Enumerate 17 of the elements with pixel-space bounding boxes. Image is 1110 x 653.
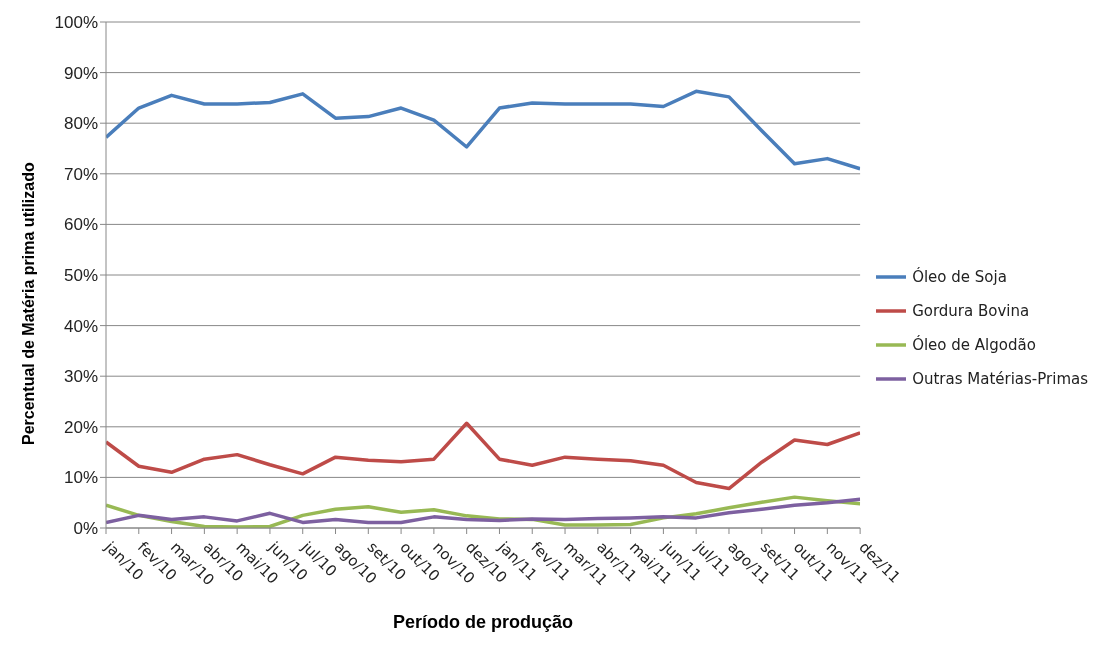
y-tick-label: 60% [63, 215, 98, 235]
y-tick-label: 20% [63, 417, 98, 437]
y-axis-title: Percentual de Matéria prima utilizado [19, 162, 37, 445]
y-tick-label: 100% [54, 13, 98, 33]
legend-label: Gordura Bovina [912, 302, 1030, 320]
x-axis-title: Período de produção [393, 612, 574, 632]
y-tick-label: 90% [63, 63, 98, 83]
y-tick-label: 30% [63, 367, 98, 387]
legend-label: Outras Matérias-Primas [912, 370, 1088, 388]
y-tick-label: 50% [63, 266, 98, 286]
y-tick-label: 40% [63, 316, 98, 336]
legend-label: Óleo de Algodão [912, 336, 1036, 354]
y-tick-label: 0% [73, 519, 98, 539]
y-tick-label: 10% [63, 468, 98, 488]
y-tick-label: 80% [63, 114, 98, 134]
legend-label: Óleo de Soja [912, 268, 1007, 286]
y-tick-label: 70% [63, 164, 98, 184]
